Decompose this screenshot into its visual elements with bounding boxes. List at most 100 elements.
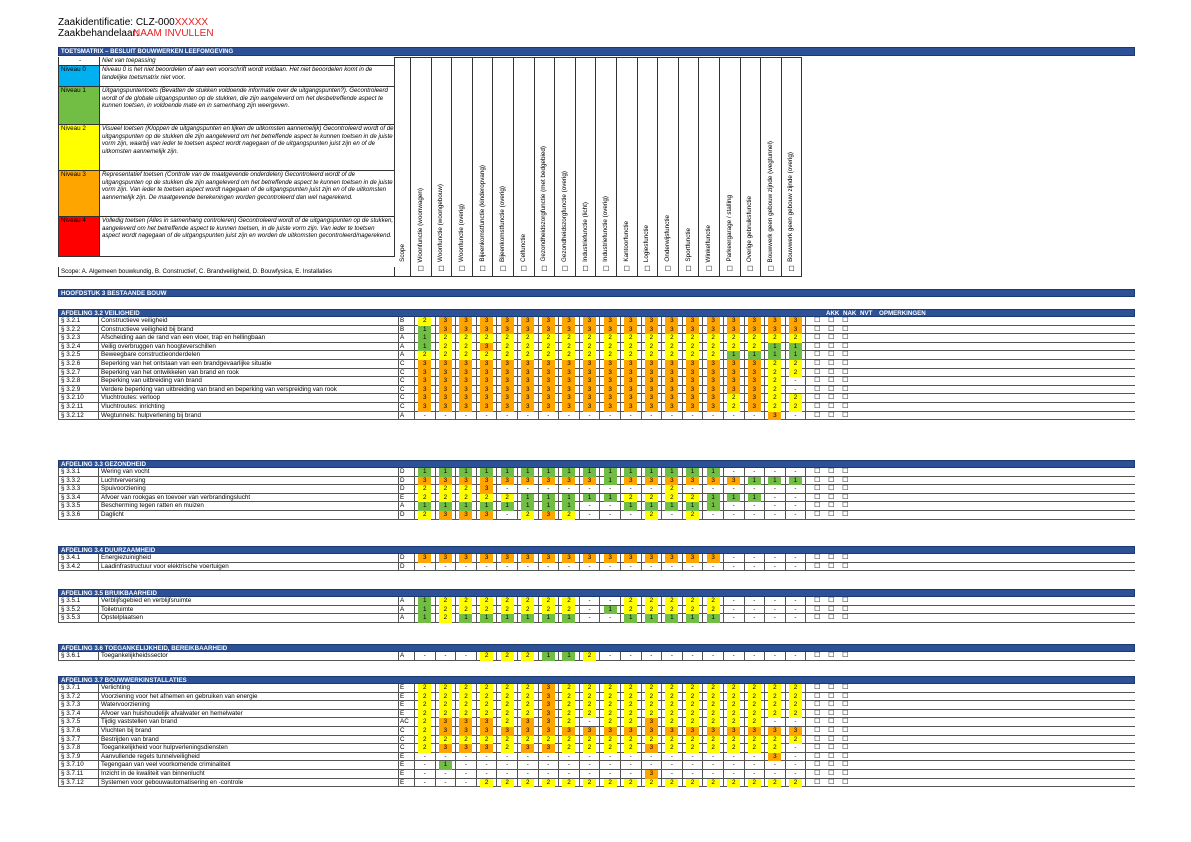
column-checkbox[interactable]: ☐	[500, 266, 507, 273]
nvt-checkbox[interactable]: ☐	[842, 605, 849, 613]
nvt-checkbox[interactable]: ☐	[842, 411, 849, 419]
nak-checkbox[interactable]: ☐	[828, 562, 835, 570]
nvt-checkbox[interactable]: ☐	[842, 476, 849, 484]
nvt-checkbox[interactable]: ☐	[842, 562, 849, 570]
column-checkbox[interactable]: ☐	[582, 266, 589, 273]
nvt-checkbox[interactable]: ☐	[842, 502, 849, 510]
nak-checkbox[interactable]: ☐	[828, 752, 835, 760]
nvt-checkbox[interactable]: ☐	[842, 692, 849, 700]
akk-checkbox[interactable]: ☐	[814, 485, 821, 493]
akk-checkbox[interactable]: ☐	[814, 368, 821, 376]
nak-checkbox[interactable]: ☐	[828, 402, 835, 410]
nvt-checkbox[interactable]: ☐	[842, 385, 849, 393]
akk-checkbox[interactable]: ☐	[814, 744, 821, 752]
nvt-checkbox[interactable]: ☐	[842, 377, 849, 385]
akk-checkbox[interactable]: ☐	[814, 692, 821, 700]
nvt-checkbox[interactable]: ☐	[842, 769, 849, 777]
akk-checkbox[interactable]: ☐	[814, 468, 821, 475]
akk-checkbox[interactable]: ☐	[814, 597, 821, 604]
nak-checkbox[interactable]: ☐	[828, 652, 835, 659]
column-checkbox[interactable]: ☐	[520, 266, 527, 273]
nvt-checkbox[interactable]: ☐	[842, 493, 849, 501]
nak-checkbox[interactable]: ☐	[828, 597, 835, 604]
column-checkbox[interactable]: ☐	[685, 266, 692, 273]
column-checkbox[interactable]: ☐	[417, 266, 424, 273]
akk-checkbox[interactable]: ☐	[814, 554, 821, 561]
akk-checkbox[interactable]: ☐	[814, 614, 821, 622]
nak-checkbox[interactable]: ☐	[828, 342, 835, 350]
nak-checkbox[interactable]: ☐	[828, 359, 835, 367]
column-checkbox[interactable]: ☐	[561, 266, 569, 273]
nak-checkbox[interactable]: ☐	[828, 554, 835, 561]
nak-checkbox[interactable]: ☐	[828, 325, 835, 333]
akk-checkbox[interactable]: ☐	[814, 502, 821, 510]
nvt-checkbox[interactable]: ☐	[842, 597, 849, 604]
nak-checkbox[interactable]: ☐	[828, 493, 835, 501]
akk-checkbox[interactable]: ☐	[814, 385, 821, 393]
nvt-checkbox[interactable]: ☐	[842, 752, 849, 760]
nvt-checkbox[interactable]: ☐	[842, 652, 849, 659]
akk-checkbox[interactable]: ☐	[814, 476, 821, 484]
nak-checkbox[interactable]: ☐	[828, 394, 835, 402]
nvt-checkbox[interactable]: ☐	[842, 325, 849, 333]
akk-checkbox[interactable]: ☐	[814, 605, 821, 613]
akk-checkbox[interactable]: ☐	[814, 752, 821, 760]
nvt-checkbox[interactable]: ☐	[842, 709, 849, 717]
nvt-checkbox[interactable]: ☐	[842, 317, 849, 324]
nvt-checkbox[interactable]: ☐	[842, 701, 849, 709]
nak-checkbox[interactable]: ☐	[828, 684, 835, 691]
akk-checkbox[interactable]: ☐	[814, 726, 821, 734]
akk-checkbox[interactable]: ☐	[814, 701, 821, 709]
nak-checkbox[interactable]: ☐	[828, 718, 835, 726]
nvt-checkbox[interactable]: ☐	[842, 485, 849, 493]
nvt-checkbox[interactable]: ☐	[842, 342, 849, 350]
akk-checkbox[interactable]: ☐	[814, 493, 821, 501]
column-checkbox[interactable]: ☐	[788, 266, 795, 273]
nvt-checkbox[interactable]: ☐	[842, 351, 849, 359]
nak-checkbox[interactable]: ☐	[828, 769, 835, 777]
akk-checkbox[interactable]: ☐	[814, 394, 821, 402]
nak-checkbox[interactable]: ☐	[828, 614, 835, 622]
nak-checkbox[interactable]: ☐	[828, 761, 835, 769]
nvt-checkbox[interactable]: ☐	[842, 718, 849, 726]
nak-checkbox[interactable]: ☐	[828, 778, 835, 786]
nvt-checkbox[interactable]: ☐	[842, 510, 849, 518]
nak-checkbox[interactable]: ☐	[828, 485, 835, 493]
nak-checkbox[interactable]: ☐	[828, 510, 835, 518]
nak-checkbox[interactable]: ☐	[828, 411, 835, 419]
column-checkbox[interactable]: ☐	[705, 266, 713, 273]
nvt-checkbox[interactable]: ☐	[842, 614, 849, 622]
nvt-checkbox[interactable]: ☐	[842, 394, 849, 402]
nak-checkbox[interactable]: ☐	[828, 701, 835, 709]
column-checkbox[interactable]: ☐	[541, 266, 548, 273]
nvt-checkbox[interactable]: ☐	[842, 402, 849, 410]
nvt-checkbox[interactable]: ☐	[842, 744, 849, 752]
nak-checkbox[interactable]: ☐	[828, 502, 835, 510]
nvt-checkbox[interactable]: ☐	[842, 368, 849, 376]
akk-checkbox[interactable]: ☐	[814, 377, 821, 385]
nak-checkbox[interactable]: ☐	[828, 385, 835, 393]
akk-checkbox[interactable]: ☐	[814, 684, 821, 691]
nak-checkbox[interactable]: ☐	[828, 317, 835, 324]
column-checkbox[interactable]: ☐	[726, 266, 733, 273]
akk-checkbox[interactable]: ☐	[814, 334, 821, 342]
column-checkbox[interactable]: ☐	[458, 266, 466, 273]
nak-checkbox[interactable]: ☐	[828, 735, 835, 743]
nvt-checkbox[interactable]: ☐	[842, 359, 849, 367]
akk-checkbox[interactable]: ☐	[814, 510, 821, 518]
nvt-checkbox[interactable]: ☐	[842, 334, 849, 342]
nak-checkbox[interactable]: ☐	[828, 476, 835, 484]
nvt-checkbox[interactable]: ☐	[842, 684, 849, 691]
akk-checkbox[interactable]: ☐	[814, 359, 821, 367]
akk-checkbox[interactable]: ☐	[814, 411, 821, 419]
column-checkbox[interactable]: ☐	[479, 266, 486, 273]
column-checkbox[interactable]: ☐	[603, 266, 610, 273]
nak-checkbox[interactable]: ☐	[828, 351, 835, 359]
akk-checkbox[interactable]: ☐	[814, 402, 821, 410]
nak-checkbox[interactable]: ☐	[828, 692, 835, 700]
akk-checkbox[interactable]: ☐	[814, 562, 821, 570]
column-checkbox[interactable]: ☐	[664, 266, 672, 273]
akk-checkbox[interactable]: ☐	[814, 769, 821, 777]
nvt-checkbox[interactable]: ☐	[842, 778, 849, 786]
nak-checkbox[interactable]: ☐	[828, 709, 835, 717]
